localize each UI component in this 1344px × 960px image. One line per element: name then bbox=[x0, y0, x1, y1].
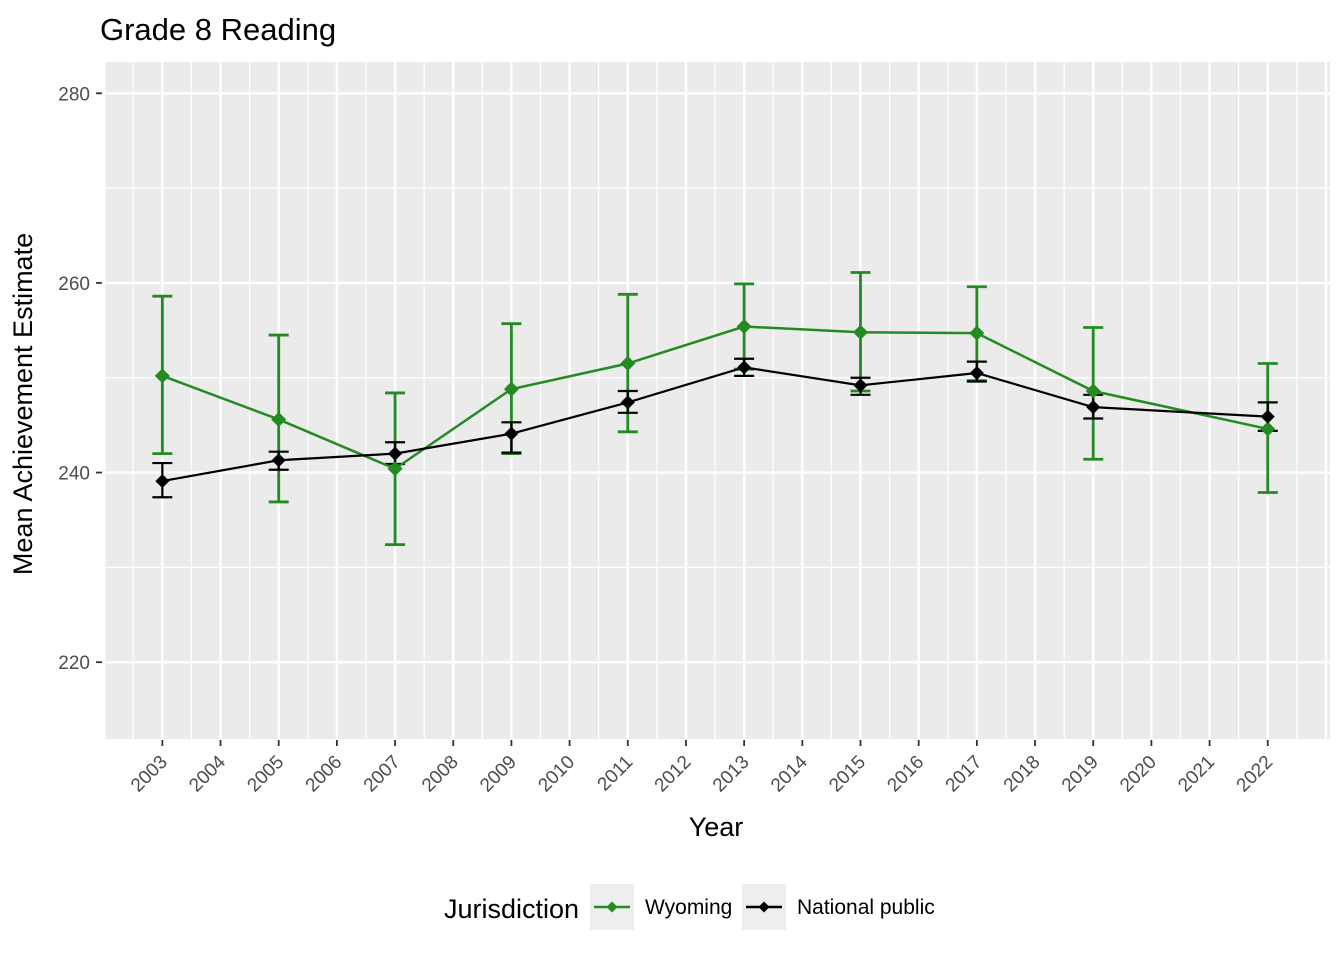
data-point-national-public bbox=[388, 446, 403, 461]
x-tick-label: 2016 bbox=[883, 752, 928, 797]
data-point-national-public bbox=[155, 474, 170, 489]
x-tick-label: 2004 bbox=[185, 751, 230, 796]
data-point-wyoming bbox=[736, 319, 752, 335]
data-point-national-public bbox=[1260, 409, 1275, 424]
x-tick-label: 2012 bbox=[651, 752, 696, 797]
data-point-wyoming bbox=[1085, 383, 1101, 399]
x-tick-label: 2006 bbox=[302, 752, 347, 797]
x-tick-label: 2015 bbox=[825, 752, 870, 797]
x-tick-label: 2003 bbox=[127, 752, 172, 797]
data-point-national-public bbox=[1086, 400, 1101, 415]
x-tick-label: 2022 bbox=[1233, 752, 1278, 797]
plot-panel bbox=[103, 62, 1330, 739]
data-point-national-public bbox=[853, 378, 868, 393]
x-tick-label: 2013 bbox=[709, 752, 754, 797]
data-point-national-public bbox=[620, 395, 635, 410]
data-point-wyoming bbox=[387, 461, 403, 477]
x-tick-label: 2007 bbox=[360, 752, 405, 797]
legend-key-point bbox=[606, 901, 618, 913]
y-tick-label: 240 bbox=[58, 464, 90, 485]
points-wyoming bbox=[154, 319, 1276, 477]
data-point-national-public bbox=[504, 426, 519, 441]
data-point-national-public bbox=[271, 453, 286, 468]
data-point-wyoming bbox=[503, 381, 519, 397]
points-national-public bbox=[155, 360, 1275, 489]
y-tick-label: 260 bbox=[58, 274, 90, 295]
x-tick-label: 2005 bbox=[243, 752, 288, 797]
x-tick-label: 2021 bbox=[1174, 752, 1219, 797]
legend-key-point bbox=[758, 901, 770, 913]
data-point-wyoming bbox=[620, 356, 636, 372]
data-point-wyoming bbox=[969, 325, 985, 341]
x-tick-label: 2010 bbox=[534, 752, 579, 797]
data-point-wyoming bbox=[271, 411, 287, 427]
y-tick-label: 220 bbox=[58, 653, 90, 674]
legend-title: Jurisdiction bbox=[444, 894, 579, 924]
x-axis-title: Year bbox=[689, 812, 744, 842]
series-line-wyoming bbox=[161, 325, 1269, 471]
x-tick-label: 2014 bbox=[767, 751, 812, 796]
x-tick-label: 2017 bbox=[942, 752, 987, 797]
x-tick-label: 2008 bbox=[418, 752, 463, 797]
data-point-national-public bbox=[969, 366, 984, 381]
x-tick-label: 2020 bbox=[1116, 752, 1161, 797]
plot-panel-layer bbox=[102, 62, 1330, 739]
x-tick-label: 2018 bbox=[1000, 752, 1045, 797]
data-point-wyoming bbox=[852, 324, 868, 340]
chart-title: Grade 8 Reading bbox=[100, 12, 336, 47]
y-tick-label: 280 bbox=[58, 84, 90, 105]
x-tick-label: 2011 bbox=[594, 752, 638, 796]
data-point-wyoming bbox=[154, 368, 170, 384]
data-point-national-public bbox=[737, 360, 752, 375]
legend-label-national-public: National public bbox=[797, 896, 935, 919]
x-tick-label: 2009 bbox=[476, 752, 521, 797]
data-point-wyoming bbox=[1260, 421, 1276, 437]
series-line-national-public bbox=[162, 366, 1268, 483]
legend-label-wyoming: Wyoming bbox=[645, 896, 732, 919]
legend: Jurisdiction Wyoming National public bbox=[444, 884, 935, 930]
y-axis-title: Mean Achievement Estimate bbox=[8, 233, 38, 575]
legend-key-wyoming: Wyoming bbox=[590, 884, 732, 930]
legend-key-national-public: National public bbox=[742, 884, 935, 930]
series-layer bbox=[152, 271, 1278, 547]
x-tick-label: 2019 bbox=[1058, 752, 1103, 797]
